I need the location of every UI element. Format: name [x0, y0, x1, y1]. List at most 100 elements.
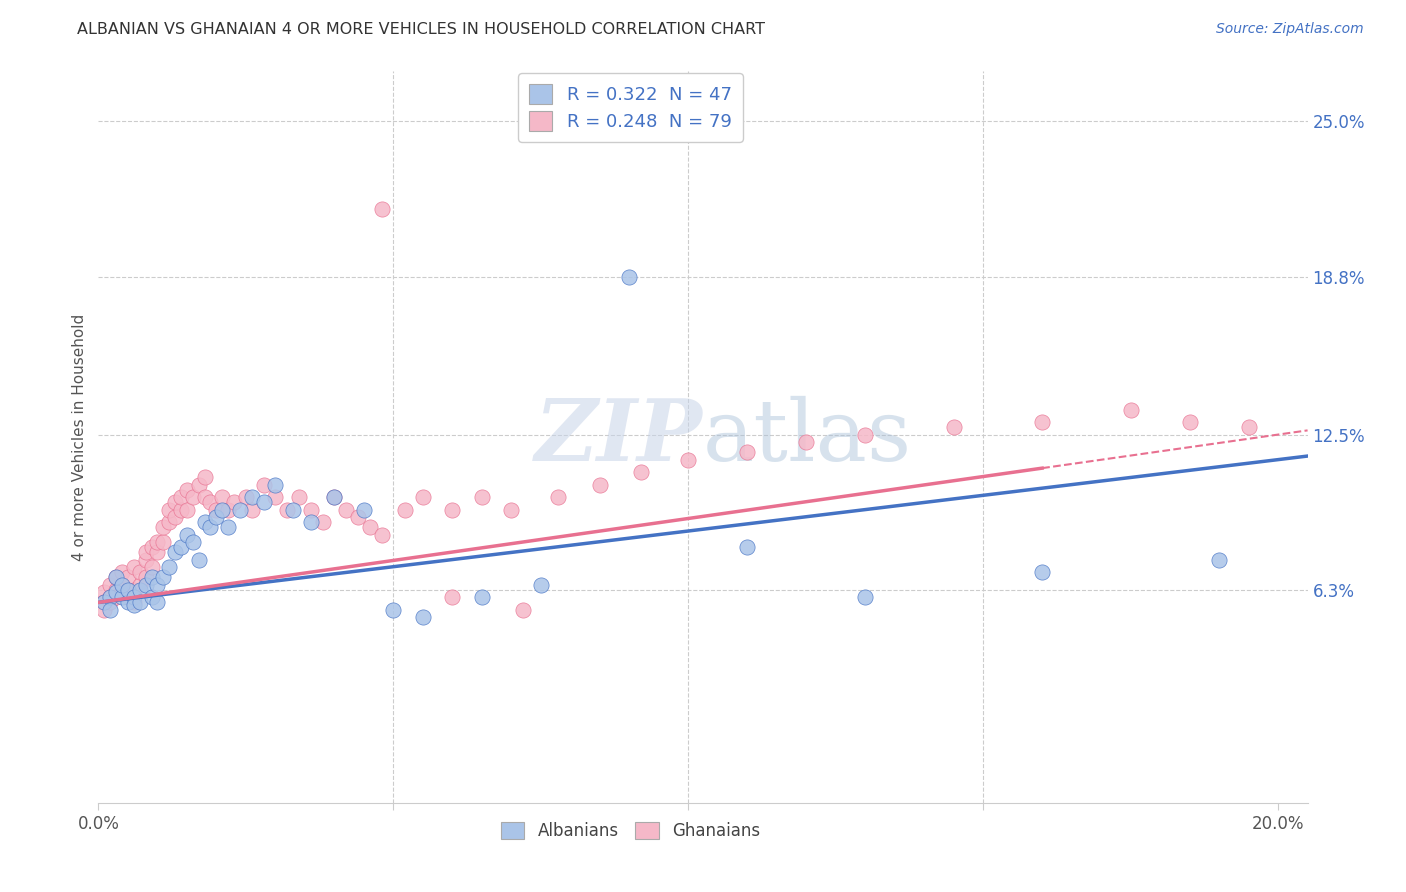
- Point: [122, 595, 145, 609]
- Point: [117, 591, 139, 605]
- Point: [217, 502, 239, 516]
- Point: [111, 566, 134, 580]
- Point: [194, 490, 217, 504]
- Point: [200, 520, 222, 534]
- Point: [547, 490, 569, 504]
- Point: [471, 490, 494, 504]
- Point: [853, 591, 876, 605]
- Point: [98, 591, 121, 605]
- Point: [135, 570, 157, 584]
- Point: [181, 490, 204, 504]
- Point: [152, 535, 174, 549]
- Text: ZIP: ZIP: [536, 395, 703, 479]
- Point: [471, 591, 494, 605]
- Point: [141, 570, 163, 584]
- Point: [394, 502, 416, 516]
- Point: [135, 578, 157, 592]
- Point: [181, 535, 204, 549]
- Point: [105, 582, 128, 597]
- Point: [311, 515, 333, 529]
- Point: [98, 578, 121, 592]
- Point: [111, 578, 134, 592]
- Point: [135, 553, 157, 567]
- Point: [93, 603, 115, 617]
- Point: [382, 603, 405, 617]
- Point: [512, 603, 534, 617]
- Point: [146, 595, 169, 609]
- Point: [678, 452, 700, 467]
- Point: [141, 541, 163, 555]
- Point: [146, 535, 169, 549]
- Point: [323, 490, 346, 504]
- Point: [105, 585, 128, 599]
- Point: [735, 445, 758, 459]
- Point: [170, 541, 193, 555]
- Point: [170, 502, 193, 516]
- Point: [235, 490, 257, 504]
- Point: [117, 595, 139, 609]
- Point: [299, 515, 322, 529]
- Point: [122, 591, 145, 605]
- Point: [111, 591, 134, 605]
- Point: [128, 595, 150, 609]
- Point: [111, 585, 134, 599]
- Point: [141, 560, 163, 574]
- Point: [264, 490, 287, 504]
- Point: [205, 502, 228, 516]
- Point: [105, 570, 128, 584]
- Point: [170, 490, 193, 504]
- Point: [165, 495, 187, 509]
- Y-axis label: 4 or more Vehicles in Household: 4 or more Vehicles in Household: [72, 313, 87, 561]
- Point: [240, 490, 263, 504]
- Point: [157, 502, 180, 516]
- Point: [1119, 402, 1142, 417]
- Point: [157, 515, 180, 529]
- Point: [370, 202, 392, 216]
- Point: [176, 483, 198, 497]
- Point: [141, 591, 163, 605]
- Point: [412, 490, 434, 504]
- Point: [152, 520, 174, 534]
- Point: [441, 502, 464, 516]
- Point: [229, 502, 252, 516]
- Point: [441, 591, 464, 605]
- Point: [217, 520, 239, 534]
- Text: atlas: atlas: [703, 395, 912, 479]
- Point: [93, 595, 115, 609]
- Point: [128, 578, 150, 592]
- Point: [93, 595, 115, 609]
- Point: [98, 603, 121, 617]
- Point: [146, 578, 169, 592]
- Point: [240, 502, 263, 516]
- Point: [347, 510, 370, 524]
- Point: [98, 595, 121, 609]
- Point: [105, 591, 128, 605]
- Point: [359, 520, 381, 534]
- Point: [501, 502, 523, 516]
- Point: [93, 585, 115, 599]
- Point: [187, 477, 209, 491]
- Point: [589, 477, 612, 491]
- Point: [1208, 553, 1230, 567]
- Point: [117, 582, 139, 597]
- Point: [105, 570, 128, 584]
- Point: [211, 490, 233, 504]
- Point: [135, 545, 157, 559]
- Point: [276, 502, 298, 516]
- Point: [194, 470, 217, 484]
- Point: [853, 427, 876, 442]
- Point: [122, 598, 145, 612]
- Point: [211, 502, 233, 516]
- Point: [1031, 415, 1053, 429]
- Point: [128, 582, 150, 597]
- Point: [122, 582, 145, 597]
- Point: [205, 510, 228, 524]
- Text: Source: ZipAtlas.com: Source: ZipAtlas.com: [1216, 22, 1364, 37]
- Point: [370, 528, 392, 542]
- Point: [176, 528, 198, 542]
- Point: [152, 570, 174, 584]
- Point: [353, 502, 375, 516]
- Point: [252, 495, 274, 509]
- Point: [194, 515, 217, 529]
- Point: [222, 495, 245, 509]
